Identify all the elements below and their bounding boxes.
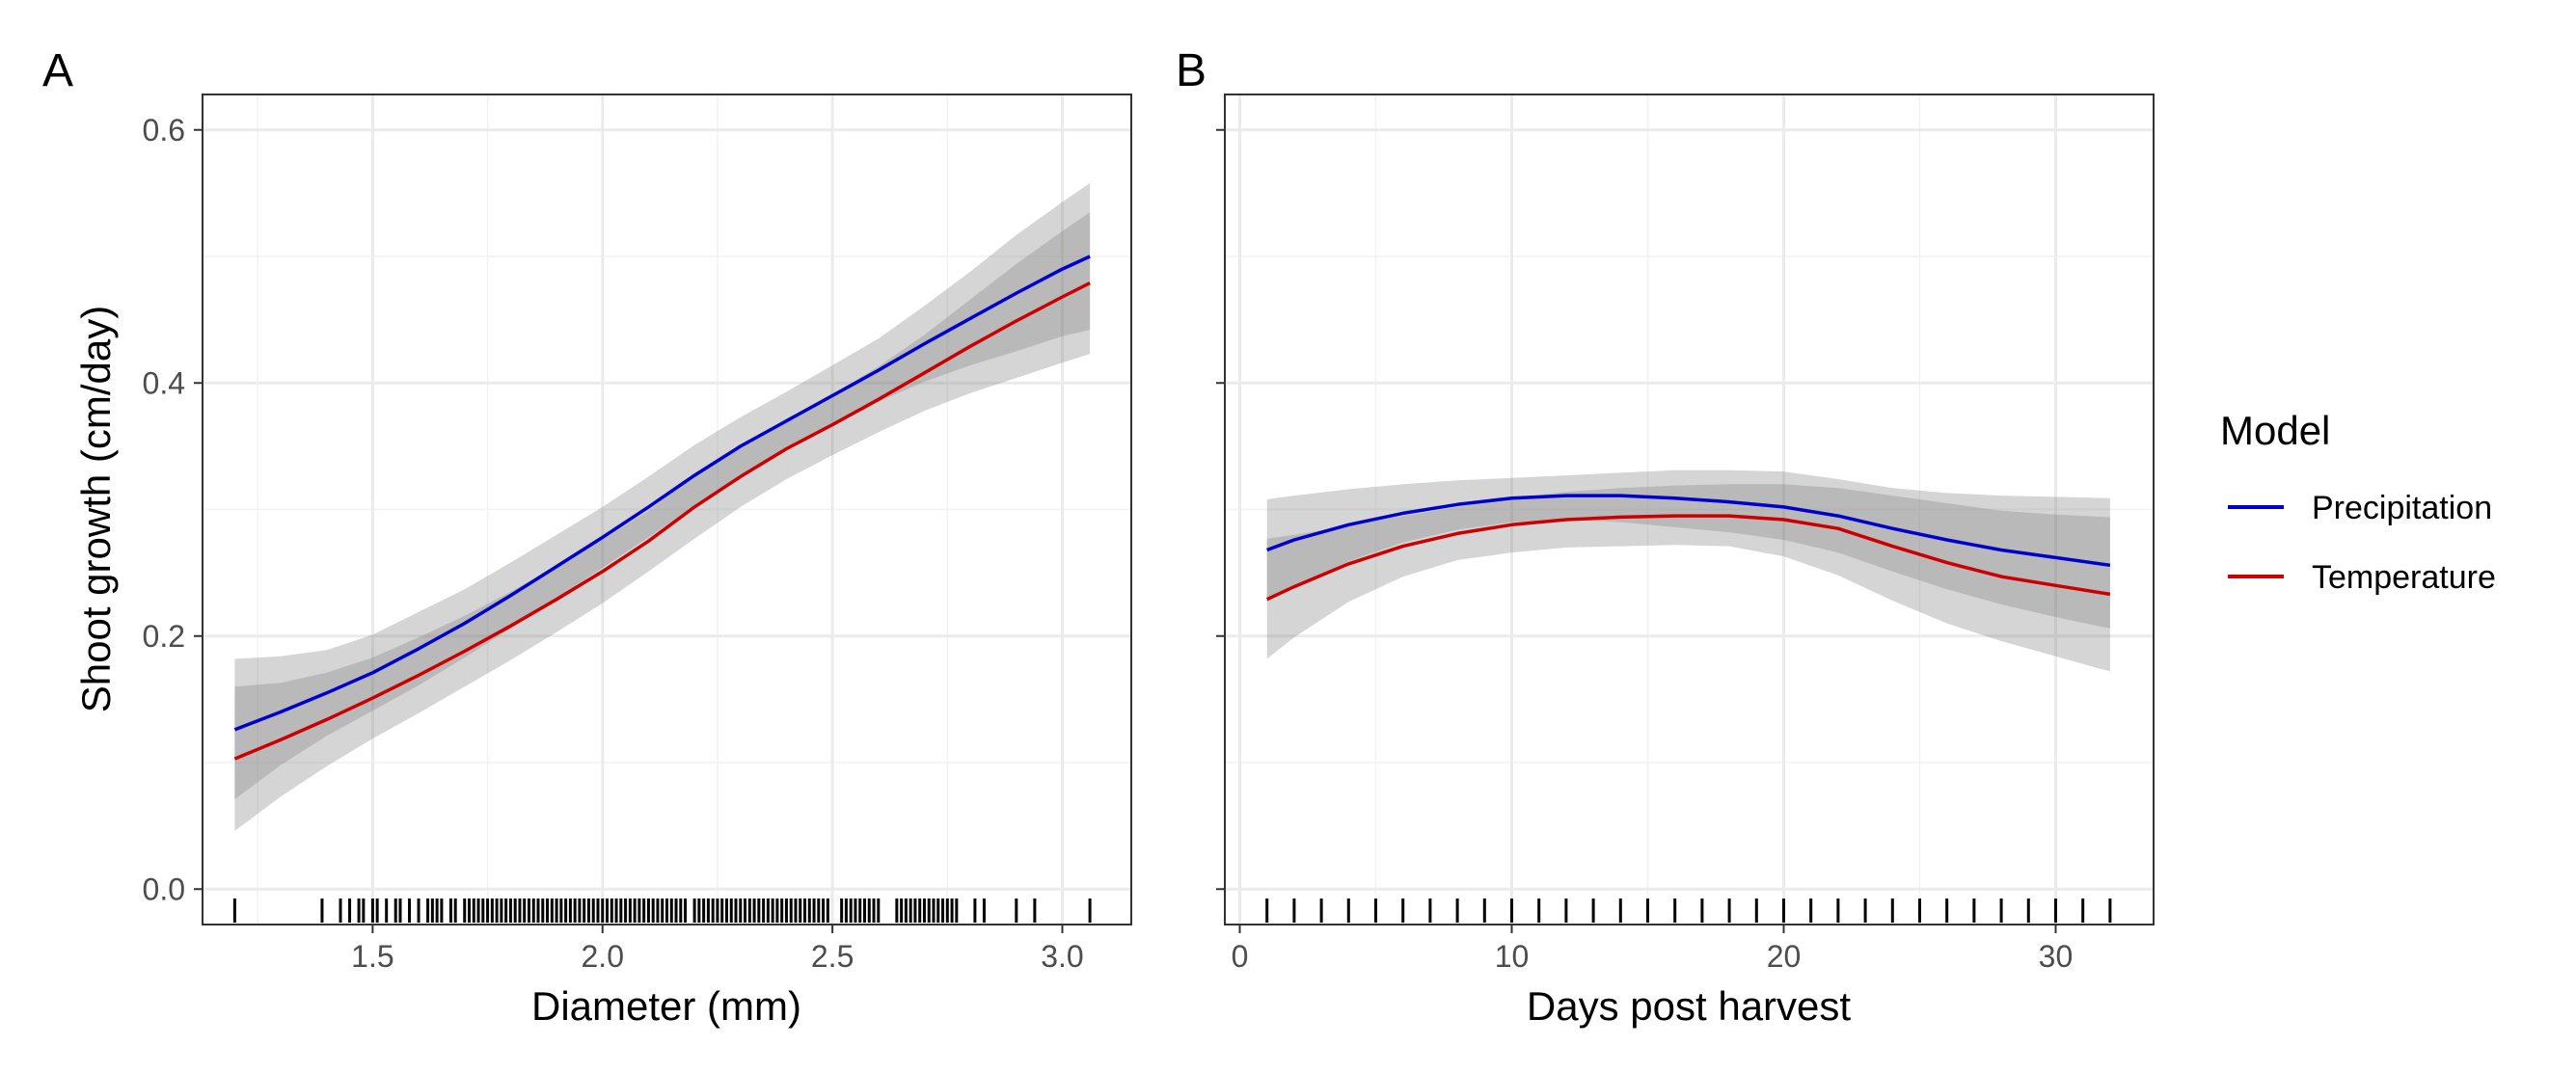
x-tick-label: 0 bbox=[1232, 939, 1249, 974]
panel-a-x-axis-title: Diameter (mm) bbox=[531, 983, 801, 1029]
x-tick-label: 20 bbox=[1767, 939, 1802, 974]
panel-b: B 0 10 20 30 Days post harvest bbox=[1176, 45, 2155, 1029]
x-tick-label: 1.5 bbox=[351, 939, 393, 974]
panel-a-rug bbox=[232, 899, 1092, 923]
panel-a-tag: A bbox=[42, 45, 73, 96]
legend-label-temperature: Temperature bbox=[2312, 559, 2496, 596]
y-tick-label: 0.4 bbox=[143, 365, 185, 400]
panel-b-border bbox=[1224, 94, 2155, 925]
panel-a-y-axis-title: Shoot growth (cm/day) bbox=[73, 306, 119, 713]
x-tick-label: 3.0 bbox=[1041, 939, 1083, 974]
panel-a-gridlines bbox=[203, 94, 1131, 925]
x-tick-label: 2.5 bbox=[811, 939, 854, 974]
panel-a-series-lines bbox=[233, 255, 1091, 761]
x-tick-label: 30 bbox=[2039, 939, 2074, 974]
panel-a-confidence-ribbons bbox=[234, 182, 1091, 831]
series-line-precipitation bbox=[1266, 494, 2111, 568]
x-tick-label: 10 bbox=[1495, 939, 1530, 974]
panel-b-x-axis-title: Days post harvest bbox=[1527, 983, 1851, 1029]
x-tick-label: 2.0 bbox=[582, 939, 624, 974]
panel-b-tag: B bbox=[1176, 45, 1207, 96]
y-tick-label: 0.6 bbox=[143, 113, 185, 148]
panel-a: A 1.5 2.0 2.5 3.0 0.0 0.2 0.4 0.6 Diameter (mm)… bbox=[42, 45, 1132, 1029]
panel-b-series-lines bbox=[1265, 494, 2111, 602]
series-line-temperature bbox=[1265, 514, 2111, 602]
y-tick-label: 0.2 bbox=[143, 619, 185, 654]
y-tick-label: 0.0 bbox=[143, 872, 185, 906]
confidence-ribbon-temperature bbox=[234, 212, 1091, 831]
confidence-ribbon-precipitation bbox=[1266, 469, 2110, 629]
legend-title: Model bbox=[2220, 408, 2330, 453]
legend-label-precipitation: Precipitation bbox=[2312, 490, 2492, 526]
confidence-ribbon-precipitation bbox=[234, 182, 1091, 800]
panel-b-rug bbox=[1265, 899, 2112, 923]
panel-a-axes: 1.5 2.0 2.5 3.0 0.0 0.2 0.4 0.6 bbox=[143, 113, 1084, 974]
legend: Model Precipitation Temperature bbox=[2220, 408, 2496, 596]
panel-b-axes: 0 10 20 30 bbox=[1216, 128, 2074, 974]
panel-b-gridlines bbox=[1225, 94, 2154, 925]
panel-a-border bbox=[202, 94, 1132, 925]
series-line-temperature bbox=[233, 282, 1091, 761]
series-line-precipitation bbox=[233, 255, 1091, 732]
